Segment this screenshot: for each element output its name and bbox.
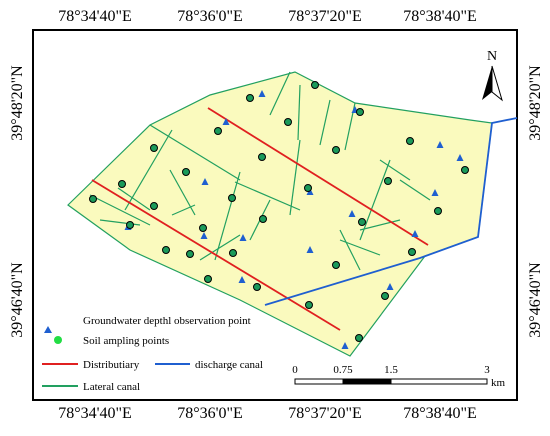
lateral-canal xyxy=(117,187,151,211)
scale-bar: 0 0.75 1.5 3 km xyxy=(292,364,505,389)
lateral-canal xyxy=(319,99,331,146)
lateral-canal xyxy=(297,84,301,141)
soil-sampling-point xyxy=(381,292,389,300)
observation-point xyxy=(238,276,246,283)
lateral-canal xyxy=(289,139,301,216)
soil-sampling-point xyxy=(118,180,126,188)
soil-sampling-point xyxy=(355,334,363,342)
soil-sampling-point xyxy=(311,81,319,89)
soil-sampling-point xyxy=(304,184,312,192)
lateral-canal xyxy=(399,179,431,201)
soil-sampling-point xyxy=(259,215,267,223)
lateral-canal xyxy=(149,124,241,181)
left-coord: 39°48'20"N xyxy=(9,65,26,141)
observation-point xyxy=(456,154,464,161)
soil-sampling-point xyxy=(356,108,364,116)
observation-point xyxy=(386,283,394,290)
observation-point xyxy=(200,232,208,239)
top-coord: 78°37'20"E xyxy=(288,8,362,25)
north-label: N xyxy=(487,49,497,64)
distributary xyxy=(91,179,341,331)
lateral-canal xyxy=(169,169,196,216)
observation-point xyxy=(436,141,444,148)
observation-point xyxy=(306,246,314,253)
bottom-coord: 78°38'40"E xyxy=(403,405,477,422)
legend-label: Groundwater depthl observation point xyxy=(83,315,251,327)
soil-sampling-point xyxy=(461,166,469,174)
legend-label: Soil ampling points xyxy=(83,335,169,347)
observation-point xyxy=(411,230,419,237)
lateral-canal xyxy=(199,234,241,261)
observation-point xyxy=(239,234,247,241)
legend-label: Lateral canal xyxy=(83,381,140,393)
soil-sampling-point xyxy=(305,301,313,309)
observation-point xyxy=(341,342,349,349)
lateral-canal xyxy=(339,229,361,271)
bottom-coord: 78°36'0"E xyxy=(177,405,243,422)
observation-point xyxy=(222,118,230,125)
observation-point xyxy=(258,90,266,97)
top-coord: 78°36'0"E xyxy=(177,8,243,25)
left-coord: 39°46'40"N xyxy=(9,262,26,338)
lateral-canal xyxy=(234,181,301,211)
soil-sampling-point xyxy=(199,224,207,232)
scale-label: 0.75 xyxy=(333,364,353,376)
discharge-canal xyxy=(264,117,518,306)
soil-sampling-point xyxy=(434,207,442,215)
scale-label: 3 xyxy=(484,364,490,376)
points xyxy=(89,81,469,349)
scale-unit: km xyxy=(491,377,506,389)
soil-sampling-point xyxy=(384,177,392,185)
soil-sampling-point xyxy=(182,168,190,176)
soil-sampling-point xyxy=(204,275,212,283)
soil-sampling-point xyxy=(258,153,266,161)
lateral-canal xyxy=(89,194,151,226)
soil-sampling-point xyxy=(229,249,237,257)
bottom-coord: 78°34'40"E xyxy=(58,405,132,422)
lateral-canal xyxy=(359,159,391,241)
soil-sampling-point xyxy=(126,221,134,229)
legend: Groundwater depthl observation point Soi… xyxy=(42,315,263,393)
soil-sampling-point xyxy=(332,146,340,154)
soil-sampling-point xyxy=(89,195,97,203)
distributary xyxy=(207,107,429,246)
lateral-canal xyxy=(269,71,291,116)
right-coord: 39°46'40"N xyxy=(527,262,544,338)
lateral-canals xyxy=(89,71,431,271)
scale-label: 1.5 xyxy=(384,364,398,376)
soil-sampling-point xyxy=(332,261,340,269)
legend-label: discharge canal xyxy=(195,359,263,371)
soil-sampling-point xyxy=(228,194,236,202)
soil-sampling-point xyxy=(186,250,194,258)
soil-sampling-point xyxy=(406,137,414,145)
observation-point xyxy=(431,189,439,196)
soil-sampling-point xyxy=(358,218,366,226)
lateral-canal xyxy=(124,129,173,211)
lateral-canal xyxy=(214,171,241,261)
lateral-canal xyxy=(171,204,196,216)
lateral-canal xyxy=(339,239,381,256)
soil-sampling-point xyxy=(408,248,416,256)
top-coord: 78°38'40"E xyxy=(403,8,477,25)
soil-sampling-point xyxy=(214,127,222,135)
observation-point xyxy=(201,178,209,185)
soil-sampling-point xyxy=(253,283,261,291)
observation-point xyxy=(306,188,314,195)
top-coord: 78°34'40"E xyxy=(58,8,132,25)
soil-sampling-point xyxy=(162,246,170,254)
soil-sampling-point xyxy=(150,144,158,152)
observation-point xyxy=(348,210,356,217)
soil-sampling-point xyxy=(246,94,254,102)
soil-sampling-point xyxy=(150,202,158,210)
right-coord: 39°48'20"N xyxy=(527,65,544,141)
lateral-canal xyxy=(359,219,401,231)
soil-sampling-point xyxy=(284,118,292,126)
coordinate-labels: 78°34'40"E 78°34'40"E 78°36'0"E 78°36'0"E 78… xyxy=(9,8,544,422)
north-arrow: N xyxy=(482,49,503,102)
legend-label: Distributiary xyxy=(83,359,140,371)
scale-label: 0 xyxy=(292,364,298,376)
bottom-coord: 78°37'20"E xyxy=(288,405,362,422)
lateral-canal xyxy=(379,159,411,181)
